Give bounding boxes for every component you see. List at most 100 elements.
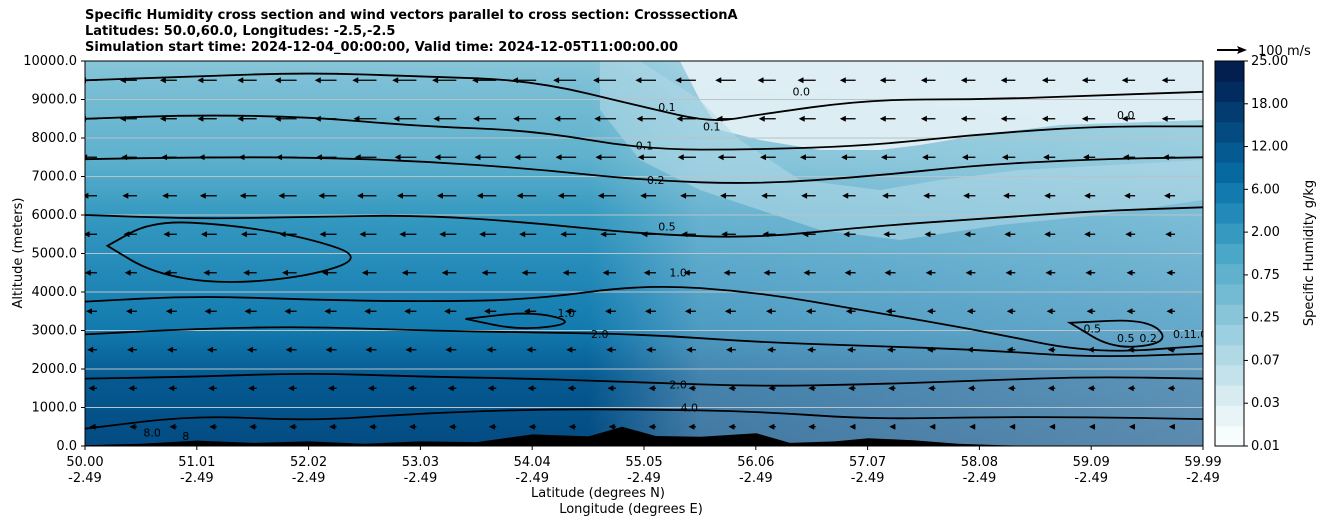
contour-label: 0.1 <box>658 101 676 114</box>
colorbar-segment <box>1215 324 1244 346</box>
wind-vector-head <box>554 115 561 122</box>
wind-vector-head <box>248 385 255 392</box>
colorbar-segment <box>1215 162 1244 184</box>
wind-vector-head <box>279 231 286 238</box>
contour-line <box>85 408 1203 430</box>
wind-vector-head <box>715 77 722 84</box>
wind-vector-head <box>289 423 296 430</box>
wind-vector-head <box>481 269 488 276</box>
wind-vector-head <box>472 77 479 84</box>
wind-vector-head <box>808 423 815 430</box>
wind-vector-head <box>768 423 775 430</box>
colorbar-segment <box>1215 304 1244 325</box>
quiver-key: 100 m/s <box>1217 44 1311 59</box>
wind-vector-head <box>162 192 169 199</box>
wind-vector-head <box>1125 231 1132 238</box>
wind-vector-head <box>762 231 769 238</box>
x-tick-label-lat: 54.04 <box>514 455 551 470</box>
colorbar-segment <box>1215 263 1244 285</box>
wind-vector-head <box>1001 154 1008 161</box>
colorbar-tick-label: 0.01 <box>1251 439 1280 454</box>
wind-vector-head <box>122 192 129 199</box>
x-tick-label-lat: 59.09 <box>1073 455 1110 470</box>
wind-vector-head <box>964 231 971 238</box>
wind-vector-head <box>1006 308 1013 315</box>
wind-vector-head <box>237 77 244 84</box>
wind-vector-head <box>1127 346 1134 353</box>
wind-vector-head <box>962 154 969 161</box>
contour-loop <box>465 312 566 330</box>
wind-vector-head <box>123 231 130 238</box>
wind-vector-head <box>928 385 935 392</box>
x-tick-label-lon: -2.49 <box>292 471 326 486</box>
wind-vector-head <box>484 308 491 315</box>
wind-vector-head <box>562 269 569 276</box>
wind-vector-head <box>447 385 454 392</box>
wind-vector-head <box>319 231 326 238</box>
wind-vector-head <box>353 115 360 122</box>
wind-vector-head <box>240 231 247 238</box>
wind-vector-head <box>759 154 766 161</box>
wind-vector-head <box>197 77 204 84</box>
colorbar: 0.01 0.03 0.07 0.25 0.75 2.00 6.00 12.00 18.00 25… <box>1214 54 1288 454</box>
y-axis-label: Altitude (meters) <box>11 198 26 309</box>
wind-vector-head <box>801 192 808 199</box>
x-tick-label-lat: 50.00 <box>66 455 103 470</box>
wind-vector-head <box>848 385 855 392</box>
wind-vector-head <box>594 115 601 122</box>
colorbar-tick-label: 6.00 <box>1251 182 1280 197</box>
y-tick-label: 3000.0 <box>32 324 78 339</box>
colorbar-tick-label: 12.00 <box>1251 140 1288 155</box>
wind-vector-head <box>282 269 289 276</box>
wind-vector-head <box>314 115 321 122</box>
wind-vector-head <box>200 231 207 238</box>
wind-vector-head <box>567 385 574 392</box>
colorbar-segment <box>1215 142 1244 163</box>
wind-vector-head <box>1088 423 1095 430</box>
contour-label: 2.0 <box>591 328 609 341</box>
wind-vector-head <box>246 346 253 353</box>
wind-vector-head <box>605 308 612 315</box>
wind-vector-head <box>885 308 892 315</box>
wind-vector-head <box>560 231 567 238</box>
wind-vector-head <box>285 346 292 353</box>
wind-vector-head <box>367 385 374 392</box>
colorbar-tick-label: 0.75 <box>1251 268 1280 283</box>
wind-vector-head <box>405 346 412 353</box>
wind-vector-head <box>849 423 856 430</box>
contour-label: 0.1 <box>1173 328 1191 341</box>
wind-vector-head <box>407 385 414 392</box>
x-tick-label-lon: -2.49 <box>739 471 773 486</box>
wind-vector-head <box>608 423 615 430</box>
wind-vector-head <box>763 269 770 276</box>
wind-vector-head <box>203 269 210 276</box>
wind-vector-head <box>511 77 518 84</box>
wind-vector-head <box>1166 308 1173 315</box>
wind-vector-head <box>1000 77 1007 84</box>
wind-vector-head <box>805 308 812 315</box>
y-tick-label: 10000.0 <box>23 54 77 69</box>
x-tick-label-lon: -2.49 <box>1074 471 1108 486</box>
wind-vector-head <box>963 192 970 199</box>
wind-vector-head <box>648 423 655 430</box>
colorbar-segment <box>1215 223 1244 244</box>
wind-vector-head <box>716 115 723 122</box>
wind-vector-head <box>128 385 135 392</box>
colorbar-segment <box>1215 405 1244 427</box>
y-tick-label: 9000.0 <box>32 93 78 108</box>
wind-vector-head <box>726 346 733 353</box>
wind-vector-head <box>768 385 775 392</box>
wind-vector-head <box>513 115 520 122</box>
wind-vector-head <box>165 308 172 315</box>
wind-vector-head <box>354 154 361 161</box>
y-axis-ticks: 0.0 1000.0 2000.0 3000.0 4000.0 5000.0 6000.0 7… <box>23 54 85 454</box>
x-tick-label-lat: 56.06 <box>737 455 774 470</box>
wind-vector-head <box>724 308 731 315</box>
contour-label: 0.5 <box>1117 332 1135 345</box>
wind-vector-head <box>161 154 168 161</box>
wind-vector-head <box>1005 269 1012 276</box>
wind-vector-head <box>1165 231 1172 238</box>
wind-vector-head <box>842 192 849 199</box>
wind-vector-head <box>677 154 684 161</box>
wind-vector-head <box>85 231 90 238</box>
